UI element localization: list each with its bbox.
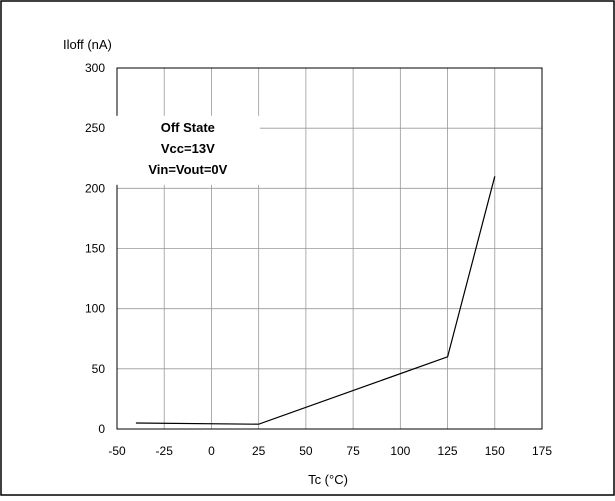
x-tick-label: 125 <box>438 444 458 458</box>
x-tick-label: 100 <box>390 444 410 458</box>
y-tick-label: 50 <box>92 362 106 376</box>
series-line <box>135 176 496 425</box>
series-layer <box>135 176 496 425</box>
y-tick-label: 200 <box>85 181 105 195</box>
y-axis-label: Iloff (nA) <box>63 37 112 52</box>
y-tick-label: 0 <box>98 422 105 436</box>
y-tick-label: 100 <box>85 302 105 316</box>
annotation-background <box>115 115 260 185</box>
x-tick-label: 50 <box>299 444 313 458</box>
x-tick-label: 0 <box>208 444 215 458</box>
x-tick-label: 25 <box>252 444 266 458</box>
annotation-layer: Off State Vcc=13V Vin=Vout=0V <box>115 115 260 185</box>
annotation-line: Off State <box>161 120 215 135</box>
annotation-line: Vin=Vout=0V <box>148 162 227 177</box>
annotation-line: Vcc=13V <box>161 141 215 156</box>
x-tick-label: -50 <box>108 444 126 458</box>
x-axis-label: Tc (°C) <box>308 472 348 487</box>
tick-layer: -50 -25 0 25 50 75 100 125 150 175 0 50 100 150 200 250… <box>85 61 552 458</box>
x-tick-label: 150 <box>485 444 505 458</box>
x-tick-label: 75 <box>346 444 360 458</box>
x-tick-label: -25 <box>156 444 174 458</box>
plot-area <box>116 67 543 430</box>
y-tick-label: 150 <box>85 242 105 256</box>
y-tick-label: 250 <box>85 121 105 135</box>
x-tick-label: 175 <box>532 444 552 458</box>
y-tick-label: 300 <box>85 61 105 75</box>
